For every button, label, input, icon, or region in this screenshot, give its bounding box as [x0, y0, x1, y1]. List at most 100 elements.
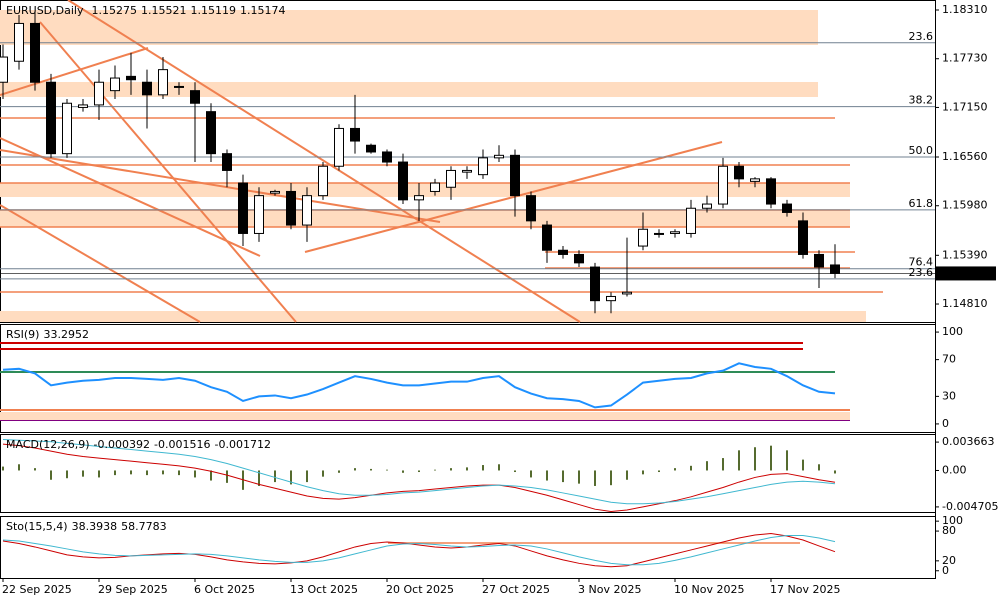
histogram-bar [2, 466, 4, 471]
y-tick-label: 1.16560 [942, 150, 988, 163]
candle-body [366, 144, 376, 153]
y-tick-label: 20 [942, 554, 956, 567]
fib-label: 50.0 [909, 144, 934, 157]
candle-body [478, 157, 488, 176]
candle-body [46, 81, 56, 155]
candle-body [798, 220, 808, 255]
histogram-bar [722, 458, 724, 471]
indicator-value: -0.001712 [214, 438, 270, 451]
chart-header: EURUSD,Daily 1.15275 1.15521 1.15119 1.15174 [6, 4, 285, 17]
candle-body [286, 190, 296, 226]
histogram-bar [354, 468, 356, 471]
indicator-title: MACD(12,26,9) [6, 438, 90, 451]
histogram-bar [482, 465, 484, 471]
candle-body [238, 182, 248, 234]
histogram-bar [402, 470, 404, 473]
candle-body [174, 85, 184, 88]
histogram-bar [434, 469, 436, 471]
histogram-bar [98, 470, 100, 478]
histogram-bar [642, 470, 644, 475]
zone [0, 82, 818, 97]
candle-body [606, 295, 616, 302]
histogram-bar [498, 464, 500, 471]
current-price: 1.15174 [942, 266, 988, 279]
candle-body [526, 195, 536, 222]
histogram-bar [274, 470, 276, 483]
candle-body [686, 207, 696, 234]
histogram-bar [210, 470, 212, 481]
y-tick-label: 1.14810 [942, 297, 988, 310]
histogram-bar [578, 470, 580, 484]
candle-body [414, 195, 424, 201]
indicator-value: 58.7783 [121, 520, 167, 533]
histogram-bar [802, 459, 804, 471]
candle-body [206, 111, 216, 155]
histogram-bar [66, 470, 68, 479]
header-value: 1.15521 [141, 4, 187, 17]
histogram-bar [162, 470, 164, 475]
x-tick-label: 20 Oct 2025 [386, 583, 454, 596]
candle-body [446, 169, 456, 188]
y-tick-label: 0 [942, 417, 949, 430]
histogram-bar [562, 470, 564, 483]
histogram-bar [370, 468, 372, 471]
header-value: EURUSD,Daily [6, 4, 84, 17]
trend-line [304, 141, 723, 253]
indicator-value: -0.000392 [94, 438, 150, 451]
histogram-bar [226, 470, 228, 483]
histogram-bar [82, 470, 84, 477]
zone [0, 10, 818, 45]
trend-line [0, 47, 149, 96]
histogram-bar [338, 470, 340, 473]
histogram-bar [834, 470, 836, 474]
header-value: 1.15275 [91, 4, 137, 17]
candle-body [638, 228, 648, 247]
y-tick-label: 1.18310 [942, 3, 988, 16]
histogram-bar [514, 470, 516, 473]
candle-body [462, 169, 472, 173]
candle-body [718, 165, 728, 205]
histogram-bar [546, 470, 548, 481]
candle-body [302, 195, 312, 226]
histogram-bar [130, 470, 132, 475]
candle-body [254, 195, 264, 234]
x-tick-label: 3 Nov 2025 [578, 583, 641, 596]
candle-body [270, 190, 280, 194]
candle-body [382, 151, 392, 163]
indicator-line [2, 362, 836, 409]
rsi-zone [0, 412, 850, 420]
histogram-bar [34, 468, 36, 471]
indicator-title: RSI(9) [6, 328, 39, 341]
candle-body [814, 253, 824, 268]
candle-body [158, 69, 168, 96]
candle-body [78, 104, 88, 108]
histogram-bar [194, 470, 196, 478]
y-tick-label: 80 [942, 524, 956, 537]
candle-body [62, 102, 72, 155]
candle-body [334, 127, 344, 167]
candle-body [94, 81, 104, 106]
histogram-bar [178, 470, 180, 476]
candle-body [734, 165, 744, 180]
candle-body [510, 154, 520, 197]
histogram-bar [466, 467, 468, 471]
y-tick-label: 1.17730 [942, 52, 988, 65]
candle-body [590, 266, 600, 302]
indicator-title: Sto(15,5,4) [6, 520, 68, 533]
y-tick-label: 100 [942, 325, 963, 338]
fib-label: 23.6 [909, 30, 934, 43]
indicator-line [2, 443, 836, 513]
histogram-bar [418, 470, 420, 473]
candle-body [30, 22, 40, 83]
histogram-bar [594, 470, 596, 486]
current-price-box [936, 266, 996, 281]
histogram-bar [114, 470, 116, 476]
candle-body [350, 127, 360, 142]
histogram-bar [450, 468, 452, 471]
fib-label: 76.4 [909, 256, 934, 269]
histogram-bar [18, 464, 20, 471]
candle-body [398, 161, 408, 201]
histogram-bar [738, 450, 740, 471]
